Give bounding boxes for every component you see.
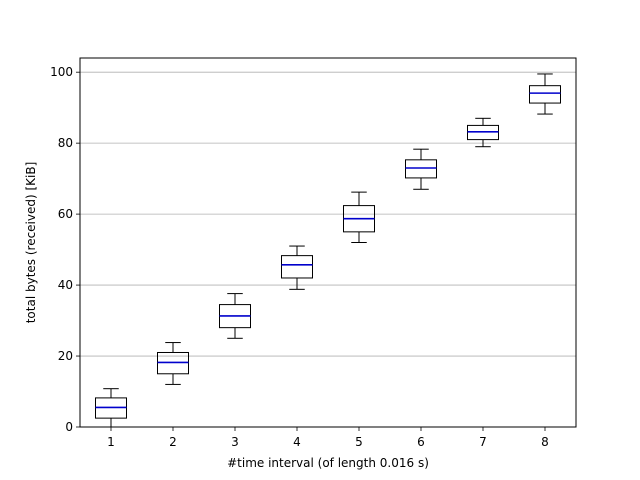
x-tick-label: 5 (355, 435, 363, 449)
x-axis-ticks: 1 2 3 4 5 6 7 8 (107, 427, 549, 449)
iqr-box (529, 85, 561, 104)
box-7 (467, 117, 499, 148)
y-tick-label: 40 (58, 278, 73, 292)
box-8 (529, 73, 561, 115)
x-tick-label: 8 (541, 435, 549, 449)
x-tick-label: 3 (231, 435, 239, 449)
iqr-box (405, 159, 437, 179)
x-tick-label: 6 (417, 435, 425, 449)
x-tick-label: 1 (107, 435, 115, 449)
y-tick-label: 60 (58, 207, 73, 221)
box-5 (343, 191, 375, 243)
x-tick-label: 2 (169, 435, 177, 449)
x-tick-label: 4 (293, 435, 301, 449)
y-tick-label: 80 (58, 136, 73, 150)
x-tick-label: 7 (479, 435, 487, 449)
box-3 (219, 293, 251, 339)
y-axis-label: total bytes (received) [KiB] (24, 162, 38, 324)
box-2 (157, 342, 189, 385)
x-axis-label: #time interval (of length 0.016 s) (227, 456, 429, 470)
box-6 (405, 148, 437, 190)
y-tick-label: 0 (65, 420, 73, 434)
y-tick-label: 100 (50, 65, 73, 79)
gridlines (80, 71, 576, 428)
y-tick-label: 20 (58, 349, 73, 363)
y-axis-ticks: 0 20 40 60 80 100 (50, 65, 80, 434)
box-1 (95, 388, 127, 428)
plot-frame (79, 57, 577, 428)
box-4 (281, 245, 313, 290)
iqr-box (281, 255, 313, 279)
box-series (95, 73, 561, 428)
